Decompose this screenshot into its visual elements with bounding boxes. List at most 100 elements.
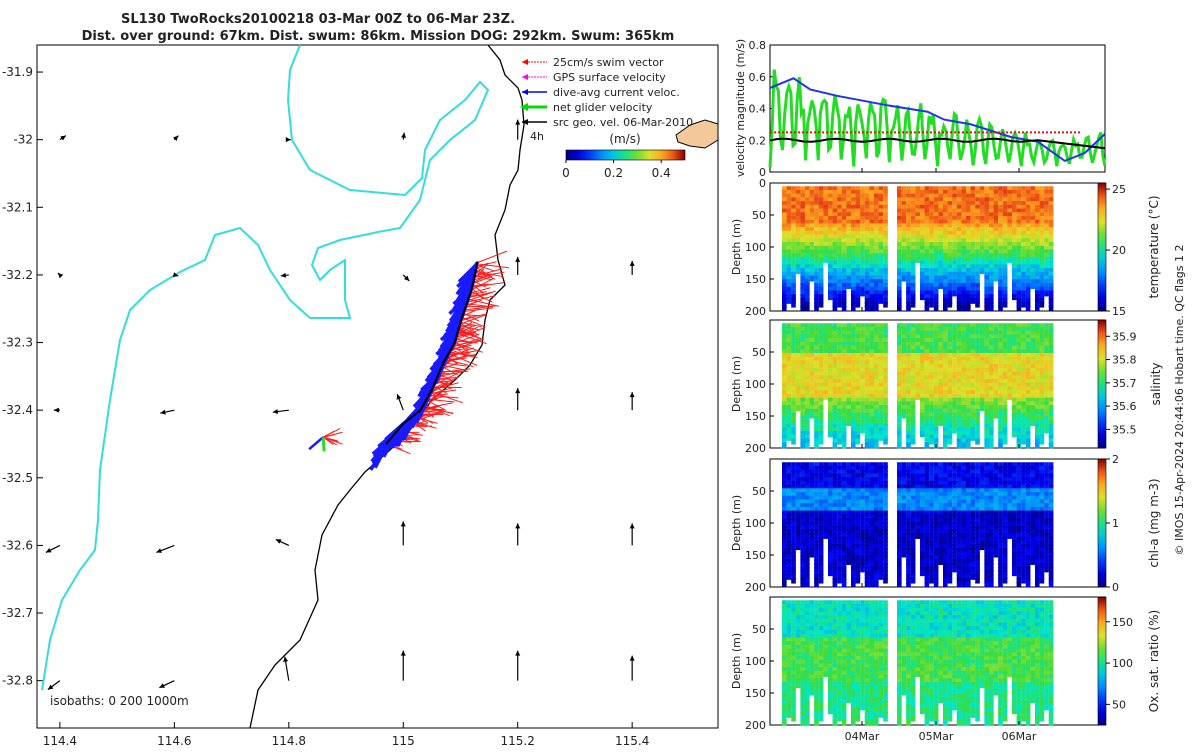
profile-cell bbox=[883, 302, 888, 308]
cbar-tick-label: 15 bbox=[1112, 305, 1126, 318]
profile-cell bbox=[842, 305, 847, 311]
profile-cell bbox=[998, 305, 1003, 311]
lat-tick-label: -32.7 bbox=[2, 606, 33, 620]
cbar-tick-label: 25 bbox=[1112, 183, 1126, 196]
profile-cell bbox=[874, 581, 879, 587]
profile-cell bbox=[810, 276, 815, 282]
lon-tick-label: 115.4 bbox=[615, 734, 649, 748]
profile-cell bbox=[925, 305, 930, 311]
profile-cell bbox=[879, 435, 884, 441]
isobaths-label: isobaths: 0 200 1000m bbox=[50, 694, 189, 708]
profile-cell bbox=[860, 290, 865, 296]
profile-cell bbox=[938, 283, 943, 289]
profile-cell bbox=[1035, 442, 1040, 448]
depth-tick-label: 50 bbox=[752, 346, 766, 359]
profile-cell bbox=[952, 427, 957, 433]
lat-tick-label: -32.1 bbox=[2, 200, 33, 214]
depth-tick-label: 100 bbox=[745, 241, 766, 254]
profile-cell bbox=[800, 442, 805, 448]
profile-cell bbox=[989, 442, 994, 448]
depth-tick-label: 200 bbox=[745, 442, 766, 455]
profile-cell bbox=[920, 570, 925, 576]
lon-tick-label: 115.2 bbox=[501, 734, 535, 748]
profile-cell bbox=[1040, 302, 1045, 308]
profile-cell bbox=[865, 305, 870, 311]
colorbar-tick-label: 0.2 bbox=[604, 166, 623, 180]
profile-cell bbox=[911, 439, 916, 445]
profile-cell bbox=[1007, 257, 1012, 263]
profile-cell bbox=[837, 302, 842, 308]
profile-cell bbox=[1026, 305, 1031, 311]
chart-title-line-1: SL130 TwoRocks20100218 03-Mar 00Z to 06-… bbox=[121, 12, 515, 27]
profile-cell bbox=[846, 283, 851, 289]
profile-colorbar bbox=[1098, 320, 1106, 448]
profile-cell bbox=[833, 305, 838, 311]
lat-tick-label: -32.2 bbox=[2, 268, 33, 282]
profile-cell bbox=[879, 298, 884, 304]
profile-cell bbox=[911, 578, 916, 584]
colorbar-unit-label: (m/s) bbox=[609, 132, 640, 146]
profile-cell bbox=[814, 581, 819, 587]
profile-cell bbox=[782, 581, 787, 587]
velocity-magnitude-panel: 0.80.60.40.20 velocity magnitude (m/s) bbox=[734, 39, 1105, 179]
profile-cell bbox=[998, 442, 1003, 448]
profile-cell bbox=[828, 570, 833, 576]
colorbar-tick-label: 0.4 bbox=[652, 166, 671, 180]
profile-cell bbox=[791, 578, 796, 584]
lon-tick-label: 114.6 bbox=[157, 734, 191, 748]
colorbar-gradient bbox=[566, 150, 685, 160]
profile-cell bbox=[883, 439, 888, 445]
profile-cell bbox=[791, 439, 796, 445]
cbar-tick-label: 20 bbox=[1112, 244, 1126, 257]
legend-label-swim: 25cm/s swim vector bbox=[553, 56, 664, 69]
profile-cell bbox=[906, 305, 911, 311]
velocity-ytick-label: 0.4 bbox=[749, 103, 767, 116]
lat-tick-label: -32.3 bbox=[2, 336, 33, 350]
profile-cell bbox=[1044, 427, 1049, 433]
velocity-ytick-label: 0.6 bbox=[749, 71, 767, 84]
profile-cell bbox=[980, 405, 985, 411]
lat-tick-label: -32.6 bbox=[2, 538, 33, 552]
colorbar-tick-label: 0 bbox=[562, 166, 570, 180]
profile-cell bbox=[800, 581, 805, 587]
profile-cell bbox=[994, 413, 999, 419]
velocity-ytick-label: 0.2 bbox=[749, 134, 767, 147]
profile-cell bbox=[842, 581, 847, 587]
profile-cell bbox=[952, 290, 957, 296]
profile-cell bbox=[860, 566, 865, 572]
profile-cell bbox=[1007, 394, 1012, 400]
profile-cell bbox=[961, 305, 966, 311]
profile-cell bbox=[823, 257, 828, 263]
map-frame bbox=[37, 45, 718, 728]
profile-cell bbox=[911, 302, 916, 308]
profile-cell bbox=[902, 276, 907, 282]
profile-cell bbox=[1003, 302, 1008, 308]
profile-cell bbox=[787, 574, 792, 580]
profile-cell bbox=[1021, 302, 1026, 308]
profile-cell bbox=[819, 302, 824, 308]
depth-tick-label: 100 bbox=[745, 378, 766, 391]
profile-cell bbox=[1040, 439, 1045, 445]
cbar-tick-label: 35.5 bbox=[1112, 423, 1137, 436]
profile-cell bbox=[957, 442, 962, 448]
profile-cell bbox=[874, 305, 879, 311]
profile-cell bbox=[984, 305, 989, 311]
profile-cell bbox=[828, 431, 833, 437]
profile-cell bbox=[805, 442, 810, 448]
profile-cell bbox=[920, 294, 925, 300]
swim-vector bbox=[466, 306, 486, 307]
profile-cell bbox=[856, 302, 861, 308]
depth-tick-label: 50 bbox=[752, 209, 766, 222]
profile-cell bbox=[1021, 439, 1026, 445]
lat-tick-label: -31.9 bbox=[2, 65, 33, 79]
profile-cell bbox=[874, 442, 879, 448]
profile-cell bbox=[943, 305, 948, 311]
profile-cell bbox=[856, 439, 861, 445]
profile-cell bbox=[915, 394, 920, 400]
profile-cell bbox=[929, 439, 934, 445]
lon-tick-label: 114.8 bbox=[272, 734, 306, 748]
profile-cell bbox=[925, 581, 930, 587]
profile-cell bbox=[920, 431, 925, 437]
